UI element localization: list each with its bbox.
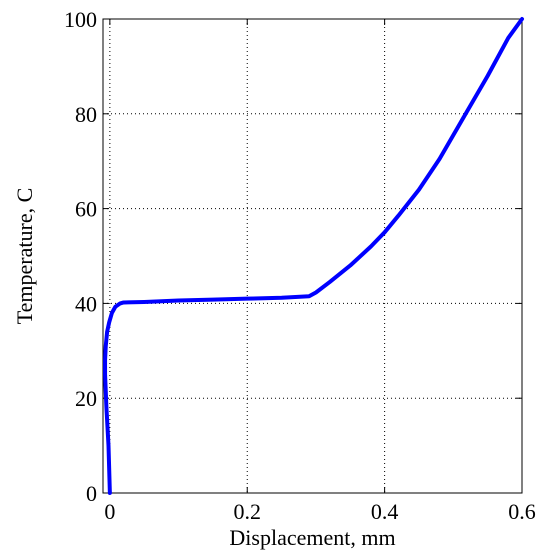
y-axis-label: Temperature, C bbox=[12, 188, 37, 325]
y-tick-labels: 0 20 40 60 80 100 bbox=[64, 7, 97, 506]
y-tick-label-3: 60 bbox=[75, 197, 97, 222]
x-tick-label-0: 0 bbox=[104, 499, 115, 524]
series-group bbox=[103, 17, 524, 495]
grid bbox=[103, 18, 523, 494]
y-tick-label-1: 20 bbox=[75, 386, 97, 411]
x-tick-label-2: 0.4 bbox=[371, 499, 399, 524]
x-tick-label-1: 0.2 bbox=[233, 499, 261, 524]
x-axis-label: Displacement, mm bbox=[229, 525, 395, 550]
y-tick-label-4: 80 bbox=[75, 102, 97, 127]
x-tick-labels: 0 0.2 0.4 0.6 bbox=[104, 499, 535, 524]
y-tick-label-5: 100 bbox=[64, 7, 97, 32]
x-tick-label-3: 0.6 bbox=[508, 499, 536, 524]
series-line-0 bbox=[103, 17, 524, 495]
y-tick-label-2: 40 bbox=[75, 291, 97, 316]
tick-marks bbox=[103, 18, 523, 494]
y-tick-label-0: 0 bbox=[86, 481, 97, 506]
plot-frame bbox=[102, 18, 523, 494]
